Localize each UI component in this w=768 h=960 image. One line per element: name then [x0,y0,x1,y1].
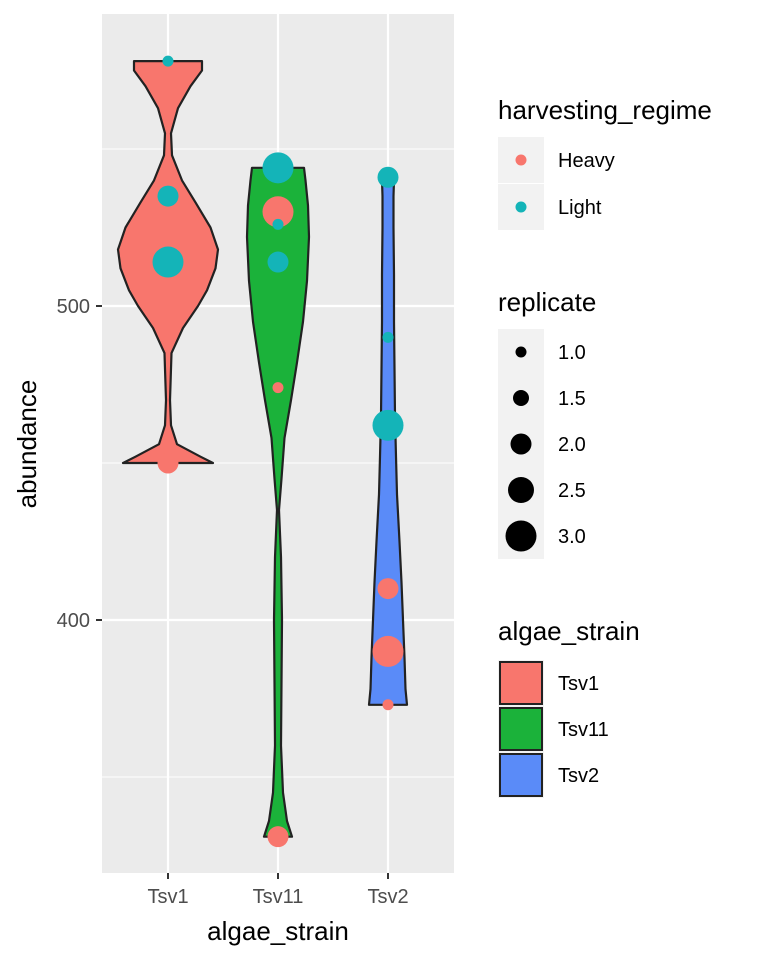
violin-tsv11 [245,166,311,838]
legend-swatch [508,477,534,503]
legend-label: 3.0 [558,526,586,548]
data-point [377,166,399,188]
x-axis-title: algae_strain [207,916,349,946]
legend-label: 2.5 [558,480,586,502]
legend-swatch [505,520,537,552]
legend-label: Tsv11 [558,719,609,741]
legend-title: replicate [498,287,596,317]
legend-harvesting-regime: harvesting_regime Heavy Light [498,95,712,230]
x-tick-label: Tsv1 [147,886,188,908]
data-point [262,152,294,184]
x-tick-label: Tsv2 [367,886,408,908]
legend-label: 1.5 [558,388,586,410]
y-tick-label: 500 [57,296,90,318]
legend-label: Light [558,197,602,219]
legend-swatch [515,201,527,213]
legend-label: Tsv1 [558,673,599,695]
legend-replicate: replicate 1.0 1.5 2.0 2.5 3.0 [498,287,596,559]
legend-label: 2.0 [558,434,586,456]
legend-swatch [515,154,527,166]
legend-title: algae_strain [498,616,640,646]
data-point [272,218,284,230]
legend-swatch [515,346,527,358]
y-tick-label: 400 [57,610,90,632]
legend-swatch [499,707,543,751]
legend-title: harvesting_regime [498,95,712,125]
legend-label: Tsv2 [558,765,599,787]
legend-swatch [513,390,529,406]
data-point [152,246,184,278]
data-point [272,382,284,394]
y-axis: 400 500 [57,296,102,632]
data-point [372,409,404,441]
data-point [377,578,399,600]
data-point [162,55,174,67]
data-point [267,251,289,273]
legend-algae-strain: algae_strain Tsv1 Tsv11 Tsv2 [498,616,640,798]
data-point [262,196,294,228]
data-point [382,331,394,343]
legend-label: Heavy [558,150,615,172]
data-point [372,635,404,667]
legend-swatch [510,433,532,455]
x-tick-label: Tsv11 [253,886,304,908]
legend-label: 1.0 [558,342,586,364]
y-axis-title: abundance [12,380,42,509]
legend-swatch [499,661,543,705]
data-point [382,699,394,711]
legend-swatch [499,753,543,797]
data-points [152,55,404,848]
data-point [157,185,179,207]
data-point [267,826,289,848]
x-axis: Tsv1 Tsv11 Tsv2 [147,873,409,908]
data-point [157,452,179,474]
